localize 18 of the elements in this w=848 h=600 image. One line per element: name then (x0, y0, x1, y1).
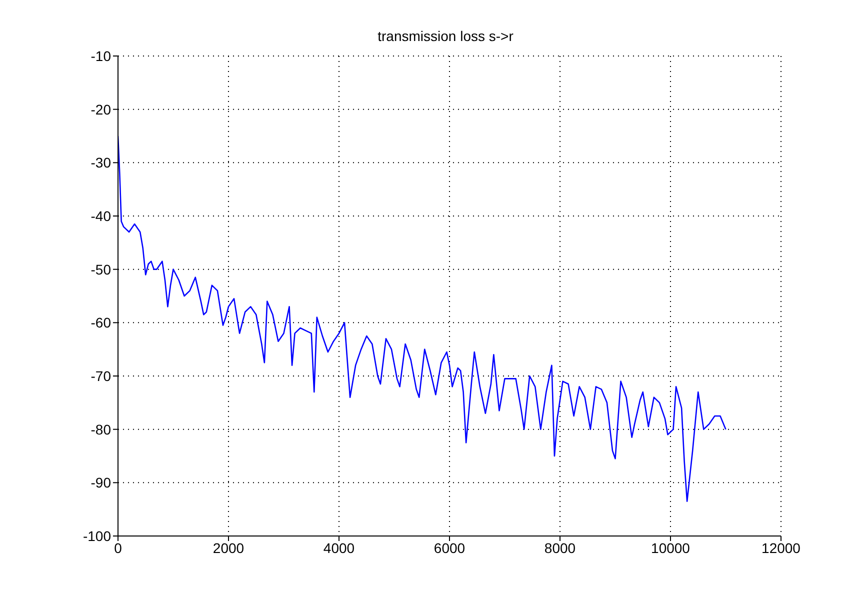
y-tick-label: -70 (90, 368, 112, 384)
y-tick-label: -20 (90, 101, 112, 118)
y-tick-label: -30 (90, 154, 112, 171)
y-tick-label: -10 (90, 48, 112, 64)
y-tick-label: -90 (90, 474, 112, 491)
x-tick-label: 10000 (651, 540, 690, 556)
x-tick-label: 12000 (762, 540, 801, 556)
x-tick-label: 6000 (434, 540, 466, 556)
chart-title: transmission loss s->r (376, 28, 514, 44)
x-tick-label: 8000 (544, 540, 576, 556)
x-tick-label: 4000 (323, 540, 355, 556)
y-tick-label: -100 (82, 528, 112, 544)
x-tick-label: 0 (114, 540, 122, 556)
y-tick-label: -40 (90, 208, 112, 224)
y-tick-label: -60 (90, 314, 112, 331)
y-tick-label: -80 (90, 421, 112, 438)
x-tick-label: 2000 (212, 540, 244, 556)
y-tick-label: -50 (90, 261, 112, 278)
